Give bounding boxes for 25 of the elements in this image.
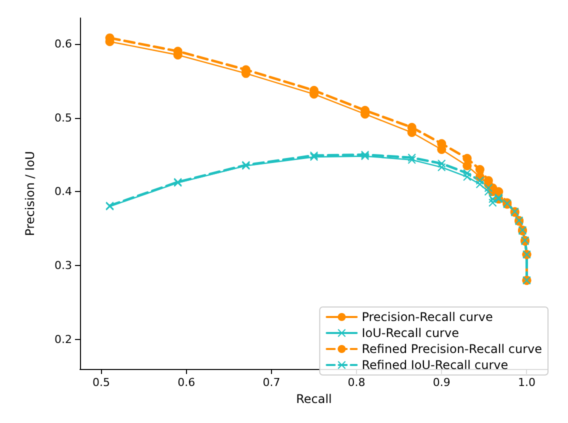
point	[476, 176, 484, 185]
legend-label: IoU-Recall curve	[362, 326, 459, 340]
x-axis-title: Recall	[296, 392, 332, 406]
point	[462, 154, 472, 163]
point	[463, 169, 472, 178]
point	[408, 154, 416, 162]
x-tick-label: 0.9	[432, 376, 450, 389]
x-tick-label: 0.7	[262, 376, 280, 389]
x-tick-label: 0.5	[92, 376, 110, 389]
point	[488, 195, 497, 204]
y-tick-label: 0.2	[54, 332, 72, 346]
legend-label: Precision-Recall curve	[362, 310, 493, 324]
point	[438, 160, 446, 168]
point	[475, 164, 484, 174]
y-tick-label: 0.6	[54, 37, 72, 50]
y-tick-label: 0.4	[54, 185, 72, 198]
y-tick-label: 0.5	[54, 111, 72, 124]
legend-label: Refined Precision-Recall curve	[362, 342, 542, 356]
y-axis-title: Precision / IoU	[23, 151, 37, 236]
legend-label: Refined IoU-Recall curve	[362, 358, 508, 372]
point	[484, 184, 492, 192]
x-tick-label: 0.8	[348, 376, 366, 389]
x-tick-label: 0.6	[178, 376, 196, 389]
y-tick-label: 0.3	[54, 259, 72, 272]
x-tick-label: 1.0	[518, 376, 536, 389]
